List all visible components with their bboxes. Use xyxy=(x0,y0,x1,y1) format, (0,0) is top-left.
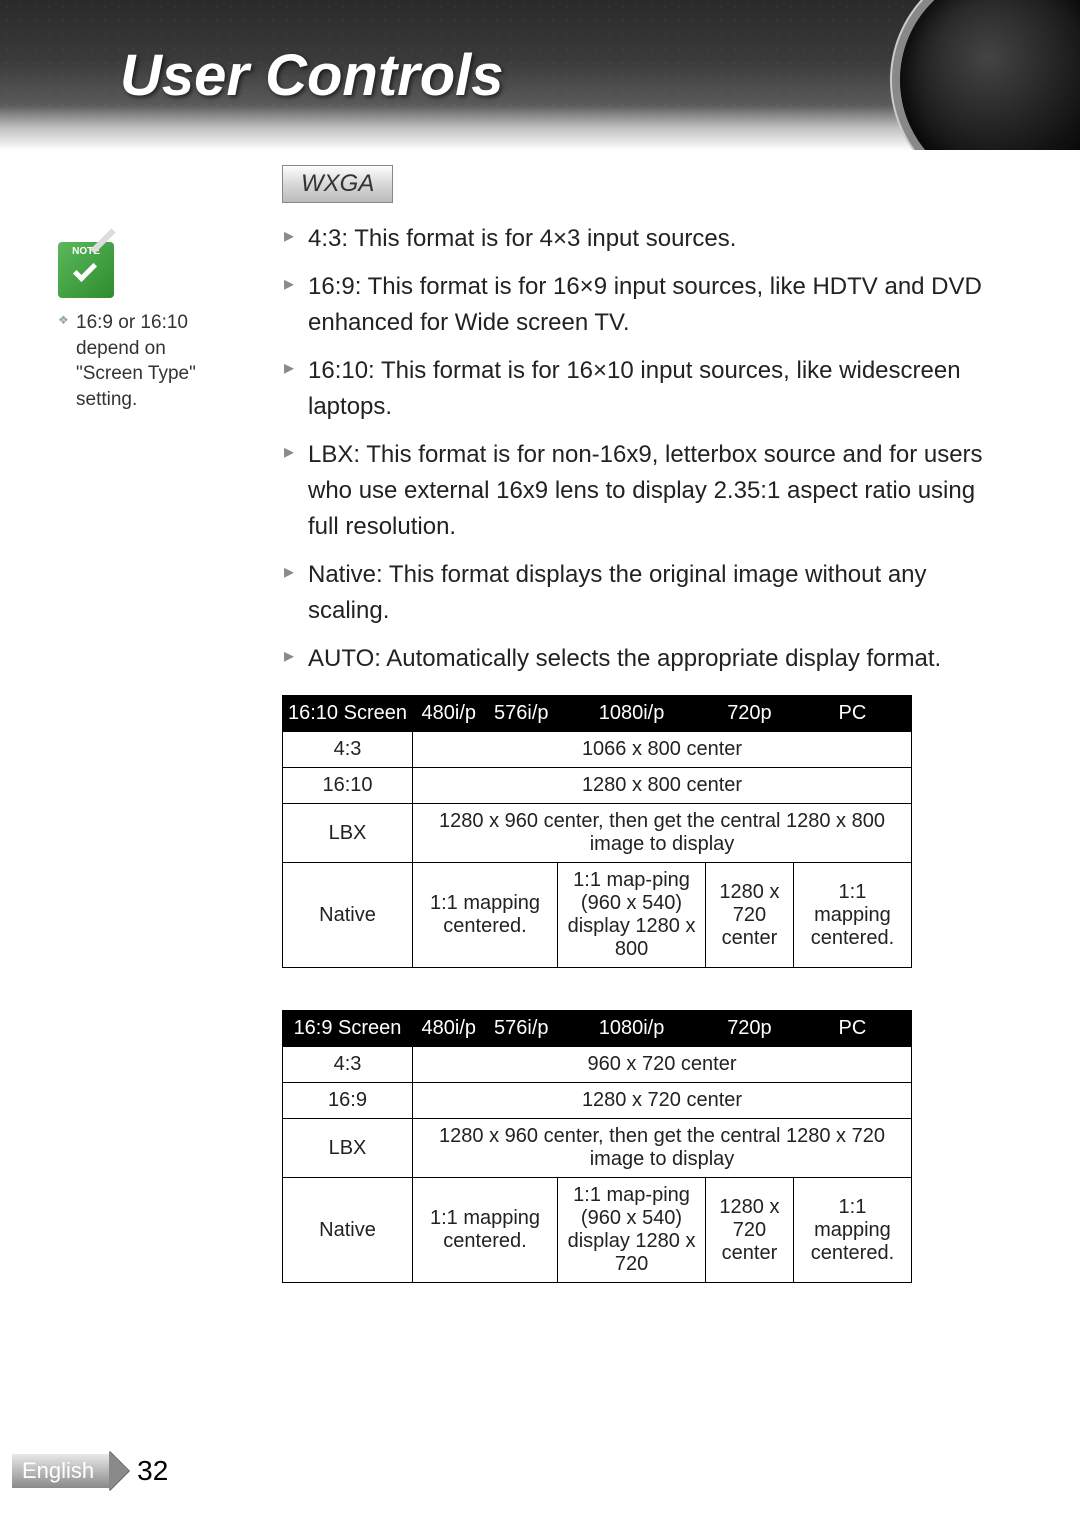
note-icon-label: NOTE xyxy=(58,246,114,257)
footer-page-number: 32 xyxy=(137,1455,168,1487)
td: 1280 x 720 center xyxy=(413,1083,912,1119)
table-row: LBX 1280 x 960 center, then get the cent… xyxy=(283,1119,912,1178)
th: 576i/p xyxy=(485,696,558,732)
td-label: 4:3 xyxy=(283,1047,413,1083)
td-label: LBX xyxy=(283,804,413,863)
chevron-right-icon xyxy=(109,1451,129,1491)
td-label: LBX xyxy=(283,1119,413,1178)
footer-language: English xyxy=(12,1454,110,1488)
th: 480i/p xyxy=(413,696,486,732)
table-row: 16:10 1280 x 800 center xyxy=(283,768,912,804)
td: 1280 x 720 center xyxy=(706,863,794,968)
table-row: LBX 1280 x 960 center, then get the cent… xyxy=(283,804,912,863)
th: 576i/p xyxy=(485,1011,558,1047)
bullet-item: 16:10: This format is for 16×10 input so… xyxy=(282,353,1002,425)
td: 1280 x 800 center xyxy=(413,768,912,804)
main-column: WXGA 4:3: This format is for 4×3 input s… xyxy=(282,165,1002,1283)
td-label: 4:3 xyxy=(283,732,413,768)
td: 1:1 mapping centered. xyxy=(413,863,558,968)
td: 1:1 map-ping (960 x 540) display 1280 x … xyxy=(558,1178,706,1283)
sidebar-note: NOTE 16:9 or 16:10 depend on "Screen Typ… xyxy=(58,242,238,413)
wxga-badge: WXGA xyxy=(282,165,393,203)
page-footer: English 32 xyxy=(12,1450,168,1492)
td-label: 16:9 xyxy=(283,1083,413,1119)
td: 960 x 720 center xyxy=(413,1047,912,1083)
check-icon xyxy=(73,258,97,282)
th: 480i/p xyxy=(413,1011,486,1047)
table-row: 16:9 1280 x 720 center xyxy=(283,1083,912,1119)
td-label: 16:10 xyxy=(283,768,413,804)
bullet-item: AUTO: Automatically selects the appropri… xyxy=(282,641,1002,677)
th: 1080i/p xyxy=(558,696,706,732)
bullet-item: LBX: This format is for non-16x9, letter… xyxy=(282,437,1002,545)
td: 1:1 mapping centered. xyxy=(793,863,911,968)
td: 1280 x 720 center xyxy=(706,1178,794,1283)
th: PC xyxy=(793,696,911,732)
th: PC xyxy=(793,1011,911,1047)
header-band: User Controls xyxy=(0,0,1080,150)
th: 16:9 Screen xyxy=(283,1011,413,1047)
td: 1280 x 960 center, then get the central … xyxy=(413,1119,912,1178)
th: 1080i/p xyxy=(558,1011,706,1047)
table-16-9-screen: 16:9 Screen 480i/p 576i/p 1080i/p 720p P… xyxy=(282,1010,912,1283)
content-area: NOTE 16:9 or 16:10 depend on "Screen Typ… xyxy=(0,165,1080,1532)
td: 1:1 map-ping (960 x 540) display 1280 x … xyxy=(558,863,706,968)
table-row: Native 1:1 mapping centered. 1:1 map-pin… xyxy=(283,863,912,968)
td-label: Native xyxy=(283,1178,413,1283)
note-icon: NOTE xyxy=(58,242,114,298)
table-row: 4:3 1066 x 800 center xyxy=(283,732,912,768)
td: 1:1 mapping centered. xyxy=(793,1178,911,1283)
th: 16:10 Screen xyxy=(283,696,413,732)
bullet-item: 16:9: This format is for 16×9 input sour… xyxy=(282,269,1002,341)
format-bullet-list: 4:3: This format is for 4×3 input source… xyxy=(282,221,1002,677)
td: 1:1 mapping centered. xyxy=(413,1178,558,1283)
table-row: 4:3 960 x 720 center xyxy=(283,1047,912,1083)
page-title: User Controls xyxy=(120,42,504,109)
table-16-10-screen: 16:10 Screen 480i/p 576i/p 1080i/p 720p … xyxy=(282,695,912,968)
bullet-item: Native: This format displays the origina… xyxy=(282,557,1002,629)
th: 720p xyxy=(706,1011,794,1047)
bullet-item: 4:3: This format is for 4×3 input source… xyxy=(282,221,1002,257)
lens-graphic xyxy=(900,0,1080,150)
th: 720p xyxy=(706,696,794,732)
td: 1280 x 960 center, then get the central … xyxy=(413,804,912,863)
td: 1066 x 800 center xyxy=(413,732,912,768)
table-row: Native 1:1 mapping centered. 1:1 map-pin… xyxy=(283,1178,912,1283)
td-label: Native xyxy=(283,863,413,968)
note-text: 16:9 or 16:10 depend on "Screen Type" se… xyxy=(58,310,238,413)
